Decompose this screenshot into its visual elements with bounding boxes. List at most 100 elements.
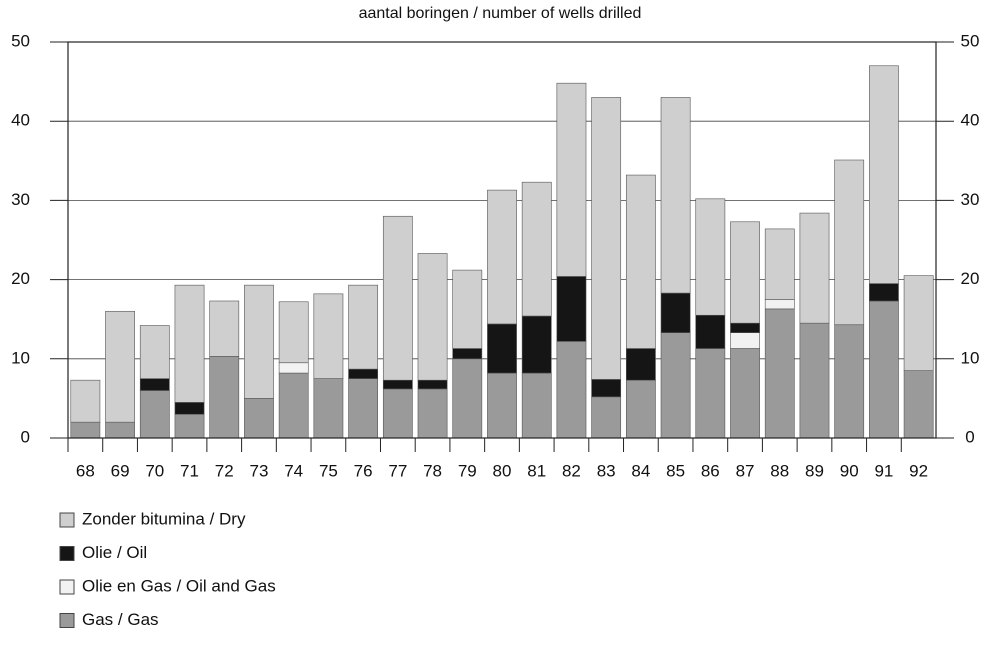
bar-segment: [625, 379, 656, 439]
bar-segment: [660, 332, 691, 439]
bar-segment: [487, 323, 517, 374]
y2-tick-label: 50: [961, 31, 980, 50]
x-tick-label: 76: [354, 461, 373, 480]
bar-segment: [695, 198, 726, 316]
bar-segment: [348, 368, 379, 379]
y2-tick-label: 0: [965, 427, 974, 446]
bar-segment: [521, 181, 552, 317]
bar-segment: [70, 421, 101, 439]
x-tick-label: 73: [249, 461, 268, 480]
x-tick-label: 81: [527, 461, 546, 480]
x-tick-label: 68: [76, 461, 95, 480]
bar-segment: [139, 325, 170, 379]
bar-segment: [834, 324, 865, 439]
bar-segment: [278, 362, 309, 374]
bar-segment: [278, 301, 309, 364]
plot-frame: [67, 41, 937, 439]
legend-swatch: [59, 512, 75, 528]
legend-swatch: [59, 579, 75, 595]
bar-segment: [278, 372, 309, 439]
bar-segment: [452, 348, 483, 360]
bar-segment: [174, 402, 205, 415]
bar-segment: [174, 413, 205, 439]
bar-segment: [556, 276, 587, 342]
x-tick-label: 90: [840, 461, 859, 480]
bar-segment: [382, 215, 413, 381]
bar-segment: [313, 293, 344, 379]
bar-segment: [139, 390, 170, 439]
x-tick-label: 88: [770, 461, 789, 480]
bar-segment: [244, 284, 274, 399]
legend-swatch: [59, 613, 75, 628]
y2-tick-label: 10: [961, 348, 980, 367]
x-tick-label: 71: [180, 461, 199, 480]
bar-segment: [834, 159, 865, 326]
x-tick-label: 82: [562, 461, 581, 480]
bar-segment: [903, 275, 934, 371]
y-tick-label: 0: [21, 427, 30, 446]
legend-label: Zonder bitumina / Dry: [82, 509, 246, 528]
bar-segment: [209, 300, 240, 357]
x-tick-label: 77: [388, 461, 407, 480]
bar-segment: [209, 356, 240, 439]
bar-segment: [730, 221, 760, 324]
bar-segment: [417, 388, 448, 439]
bar-segment: [556, 341, 587, 439]
x-tick-label: 80: [493, 461, 512, 480]
bar-segment: [348, 378, 379, 439]
bar-segment: [139, 378, 170, 391]
x-tick-label: 86: [701, 461, 720, 480]
x-tick-label: 70: [145, 461, 164, 480]
legend-label: Olie en Gas / Oil and Gas: [82, 576, 276, 595]
bar-segment: [869, 283, 899, 302]
bar-segment: [764, 228, 795, 300]
x-tick-label: 79: [458, 461, 477, 480]
bar-segment: [382, 379, 413, 390]
x-tick-label: 78: [423, 461, 442, 480]
bar-segment: [591, 396, 622, 439]
bar-segment: [695, 348, 726, 439]
bar-segment: [695, 314, 726, 349]
legend-label: Olie / Oil: [82, 543, 147, 562]
bar-segment: [625, 174, 656, 349]
bar-segment: [556, 82, 587, 277]
x-tick-label: 83: [597, 461, 616, 480]
bar-segment: [417, 379, 448, 390]
bar-segment: [487, 189, 517, 325]
bar-segment: [799, 212, 830, 324]
y-tick-label: 20: [11, 269, 30, 288]
x-tick-label: 74: [284, 461, 303, 480]
bar-segment: [869, 65, 899, 284]
bar-segment: [348, 284, 379, 370]
bar-segment: [244, 398, 274, 439]
y-tick-label: 30: [11, 190, 30, 209]
bar-segment: [521, 315, 552, 374]
y-tick-label: 40: [11, 111, 30, 130]
bar-segment: [869, 300, 899, 439]
x-tick-label: 91: [874, 461, 893, 480]
bar-segment: [625, 348, 656, 381]
bar-segment: [764, 299, 795, 310]
bar-segment: [105, 421, 135, 439]
x-tick-label: 92: [909, 461, 928, 480]
y-tick-label: 10: [11, 348, 30, 367]
x-tick-label: 89: [805, 461, 824, 480]
bar-segment: [660, 97, 691, 294]
bar-segment: [105, 310, 135, 423]
bar-segment: [730, 322, 760, 333]
x-tick-label: 87: [736, 461, 755, 480]
y2-tick-label: 30: [961, 190, 980, 209]
legend-label: Gas / Gas: [82, 610, 159, 629]
legend-swatch: [59, 546, 75, 561]
y2-tick-label: 40: [961, 111, 980, 130]
bar-segment: [521, 372, 552, 439]
x-tick-label: 72: [215, 461, 234, 480]
bar-segment: [382, 388, 413, 439]
x-tick-label: 85: [666, 461, 685, 480]
bar-segment: [799, 322, 830, 439]
bar-segment: [730, 332, 760, 349]
y-tick-label: 50: [11, 31, 30, 50]
bar-segment: [487, 372, 517, 439]
bar-segment: [313, 378, 344, 439]
